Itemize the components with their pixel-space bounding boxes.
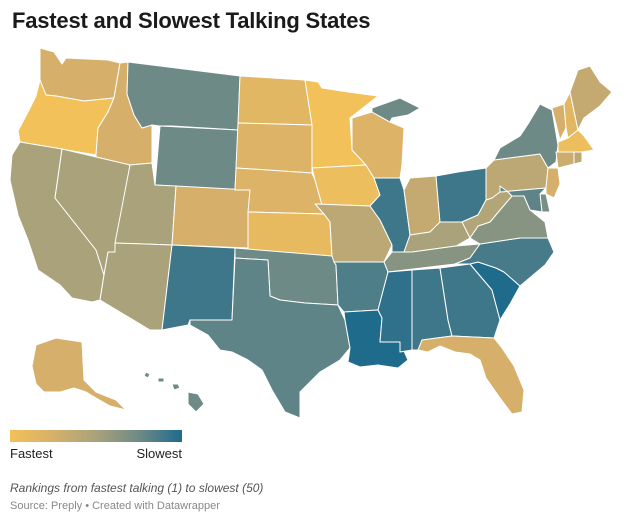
color-legend: Fastest Slowest xyxy=(10,430,182,461)
state-AK xyxy=(31,337,127,411)
chart-source: Source: Preply • Created with Datawrappe… xyxy=(10,500,220,512)
state-ND xyxy=(237,75,313,126)
state-MI xyxy=(371,97,421,123)
state-CO xyxy=(171,185,251,249)
state-SD xyxy=(235,122,313,174)
state-RI xyxy=(573,151,583,165)
state-ME xyxy=(569,65,613,131)
legend-slowest-label: Slowest xyxy=(136,446,182,461)
state-MN xyxy=(304,79,379,169)
chart-title: Fastest and Slowest Talking States xyxy=(12,8,371,33)
state-HI xyxy=(143,371,205,413)
state-NM xyxy=(161,244,236,331)
legend-fastest-label: Fastest xyxy=(10,446,53,461)
chart-note: Rankings from fastest talking (1) to slo… xyxy=(10,481,264,495)
us-states-map xyxy=(9,47,613,419)
state-WY xyxy=(154,125,239,191)
state-KS xyxy=(247,211,333,257)
state-MD xyxy=(499,185,547,213)
state-NJ xyxy=(545,167,561,199)
legend-gradient-bar xyxy=(10,430,182,442)
state-CT xyxy=(555,151,575,169)
state-IN xyxy=(403,175,441,236)
state-AZ xyxy=(99,242,173,331)
state-WA xyxy=(39,47,121,102)
state-MT xyxy=(126,61,241,131)
state-FL xyxy=(417,335,525,415)
state-TX xyxy=(189,257,351,419)
